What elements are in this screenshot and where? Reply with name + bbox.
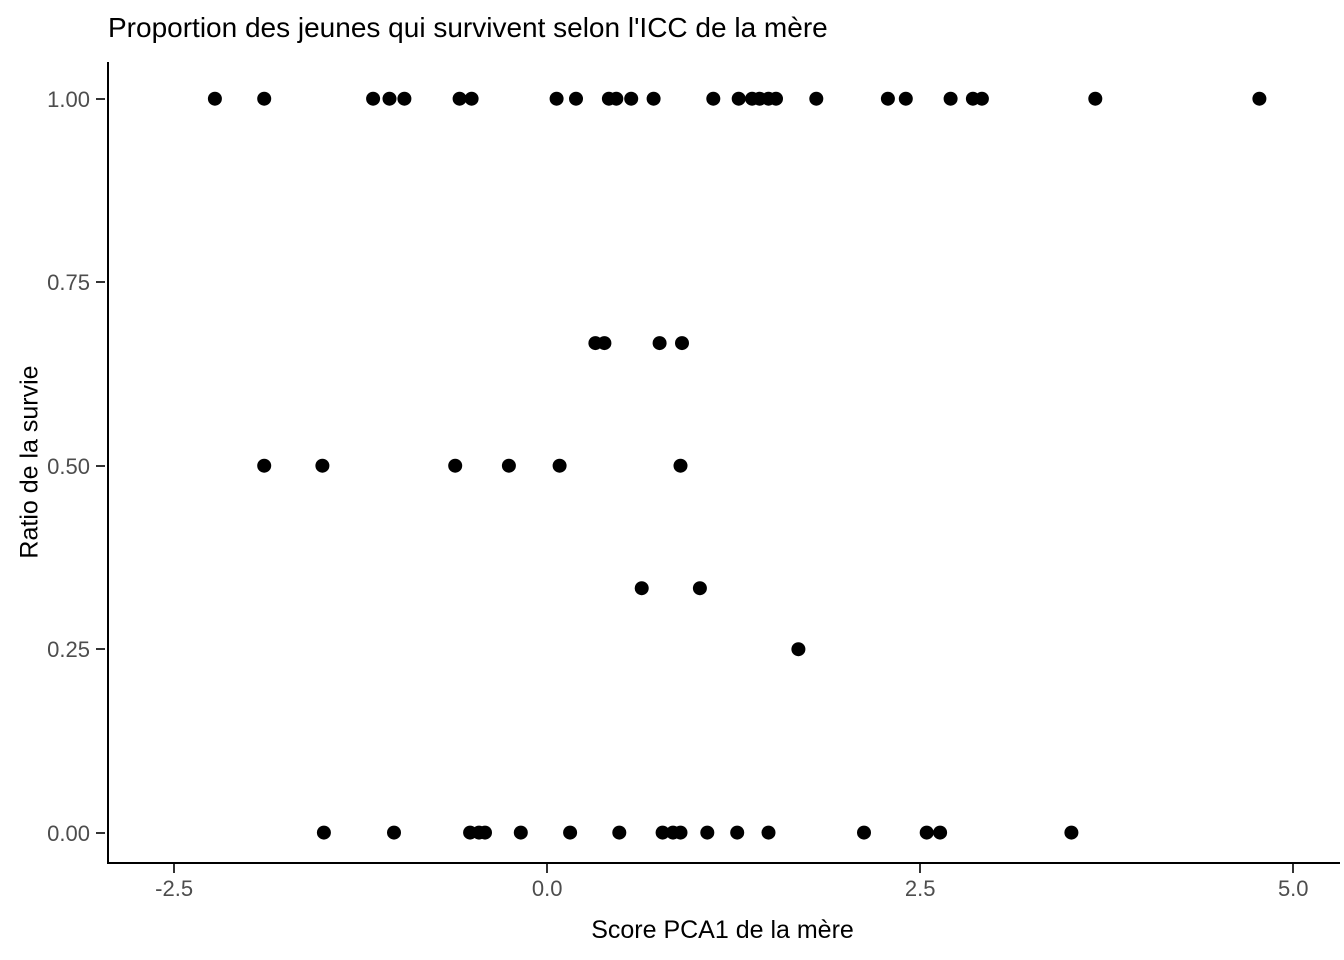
y-tick-mark: [96, 281, 105, 284]
data-point: [397, 91, 412, 106]
x-axis-title: Score PCA1 de la mère: [591, 916, 854, 944]
data-point: [769, 91, 783, 106]
data-point: [513, 825, 528, 840]
data-point: [1252, 91, 1267, 106]
data-point: [549, 91, 564, 106]
data-point: [315, 458, 330, 473]
data-point: [706, 91, 721, 106]
data-point: [207, 91, 222, 106]
plot-panel: [107, 62, 1340, 864]
x-tick-label: 0.0: [531, 876, 563, 901]
scatter-points-layer: [207, 91, 1267, 840]
data-point: [563, 825, 578, 840]
data-point: [597, 336, 612, 351]
data-point: [634, 581, 649, 596]
data-point: [974, 91, 989, 106]
y-tick-label: 0.75: [47, 270, 90, 296]
data-point: [700, 825, 715, 840]
data-point: [448, 458, 463, 473]
y-tick-mark: [96, 831, 105, 834]
data-point: [809, 91, 824, 106]
data-point: [552, 458, 567, 473]
data-point: [382, 91, 397, 106]
data-point: [731, 91, 746, 106]
data-point: [452, 91, 467, 106]
data-point: [478, 825, 492, 840]
y-tick-mark: [96, 464, 105, 467]
y-tick-mark: [96, 648, 105, 651]
y-tick-label: 1.00: [47, 86, 90, 112]
data-point: [257, 91, 272, 106]
data-point: [569, 91, 583, 106]
data-point: [612, 825, 627, 840]
data-point: [761, 825, 776, 840]
data-point: [655, 825, 670, 840]
data-point: [624, 91, 639, 106]
x-tick-label: 5.0: [1277, 876, 1309, 901]
data-point: [652, 336, 667, 351]
data-point: [646, 91, 661, 106]
data-point: [898, 91, 913, 106]
data-point: [919, 825, 934, 840]
x-tick-mark: [919, 864, 922, 873]
x-tick-label: -2.5: [155, 876, 194, 901]
y-tick-label: 0.25: [47, 637, 90, 663]
data-point: [933, 825, 948, 840]
data-point: [880, 91, 895, 106]
data-point: [675, 336, 689, 351]
data-point: [673, 825, 688, 840]
data-point: [730, 825, 745, 840]
data-point: [673, 458, 688, 473]
y-tick-label: 0.50: [47, 453, 90, 479]
data-point: [464, 91, 479, 106]
x-tick-mark: [173, 864, 176, 873]
data-point: [857, 825, 871, 840]
data-point: [1064, 825, 1079, 840]
data-point: [609, 91, 624, 106]
data-point: [1088, 91, 1103, 106]
data-point: [387, 825, 401, 840]
x-tick-mark: [1292, 864, 1295, 873]
data-point: [943, 91, 958, 106]
data-point: [501, 458, 516, 473]
data-point: [257, 458, 272, 473]
data-point: [791, 642, 806, 657]
y-tick-label: 0.00: [47, 820, 90, 846]
chart-title: Proportion des jeunes qui survivent selo…: [108, 12, 828, 43]
y-tick-mark: [96, 97, 105, 100]
data-point: [316, 825, 331, 840]
data-point: [692, 581, 707, 596]
x-tick-label: 2.5: [904, 876, 936, 901]
data-point: [366, 91, 381, 106]
x-tick-mark: [546, 864, 549, 873]
